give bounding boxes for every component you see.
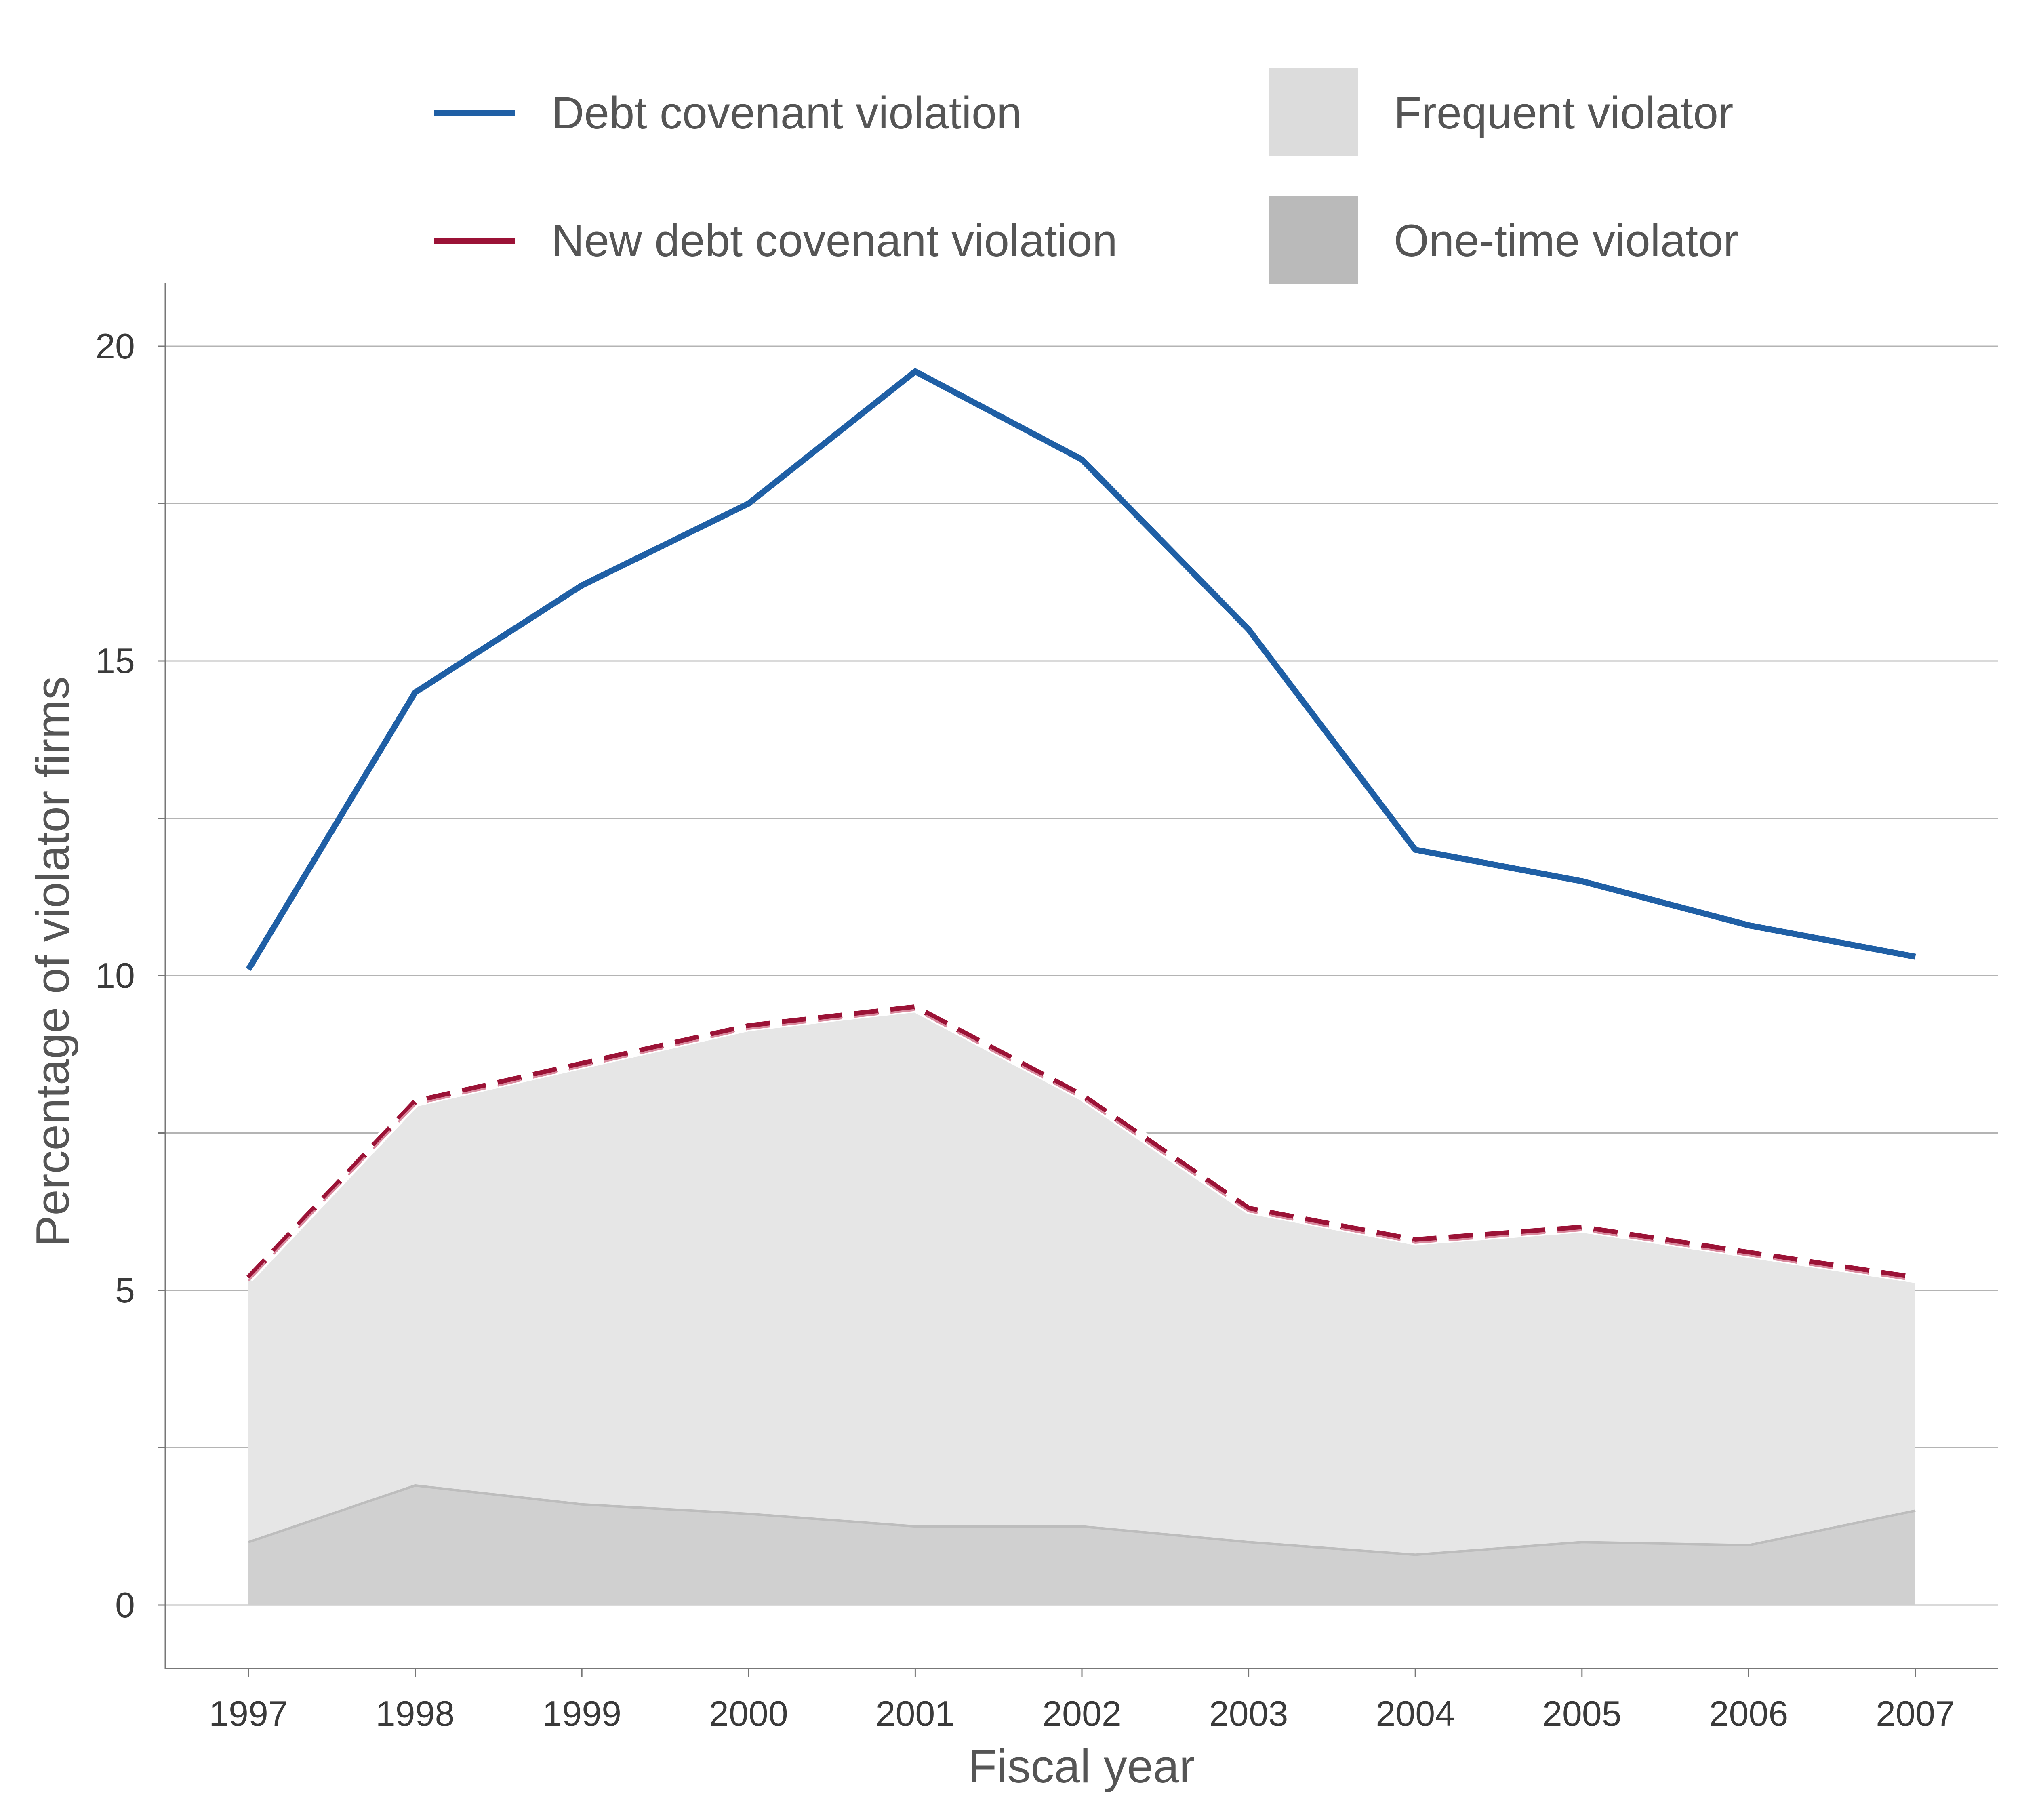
x-axis-ticks: 1997 1998 1999 2000 2001 2002 2003 2004 2005 2006…	[209, 1669, 1955, 1734]
debt-covenant-violation-line	[246, 368, 1916, 971]
frequent-violator-area	[248, 1007, 1915, 1605]
legend-one-time-swatch	[1269, 196, 1358, 284]
x-axis-title: Fiscal year	[968, 1740, 1195, 1793]
x-tick-label: 2006	[1709, 1694, 1789, 1734]
y-tick-label: 0	[115, 1585, 135, 1625]
x-tick-label: 2007	[1876, 1694, 1955, 1734]
legend-one-time-label: One-time violator	[1394, 215, 1738, 266]
y-tick-label: 5	[115, 1270, 135, 1310]
y-axis-ticks: 0 5 10 15 20	[95, 326, 165, 1625]
legend: Debt covenant violation New debt covenan…	[434, 68, 1738, 284]
y-tick-label: 10	[95, 955, 135, 995]
x-tick-label: 2005	[1542, 1694, 1622, 1734]
x-tick-label: 1999	[542, 1694, 621, 1734]
y-tick-label: 15	[95, 641, 135, 681]
x-tick-label: 1997	[209, 1694, 288, 1734]
x-tick-label: 2002	[1042, 1694, 1122, 1734]
x-tick-label: 2001	[876, 1694, 955, 1734]
new-debt-covenant-violation-highlight	[248, 1009, 1916, 1282]
legend-frequent-swatch	[1269, 68, 1358, 156]
x-tick-label: 1998	[376, 1694, 455, 1734]
y-axis-title: Percentage of violator firms	[26, 676, 79, 1247]
legend-debt-label: Debt covenant violation	[551, 88, 1022, 138]
legend-frequent-label: Frequent violator	[1394, 88, 1733, 138]
x-tick-label: 2000	[709, 1694, 788, 1734]
area-series	[248, 1007, 1916, 1605]
y-tick-label: 20	[95, 326, 135, 366]
one-time-violator-edge	[248, 1484, 1916, 1556]
new-debt-covenant-violation-line	[246, 1004, 1916, 1281]
x-tick-label: 2003	[1209, 1694, 1288, 1734]
line-series	[244, 368, 1916, 1283]
one-time-violator-area	[248, 1485, 1915, 1605]
legend-new-debt-label: New debt covenant violation	[551, 215, 1117, 266]
x-tick-label: 2004	[1376, 1694, 1455, 1734]
